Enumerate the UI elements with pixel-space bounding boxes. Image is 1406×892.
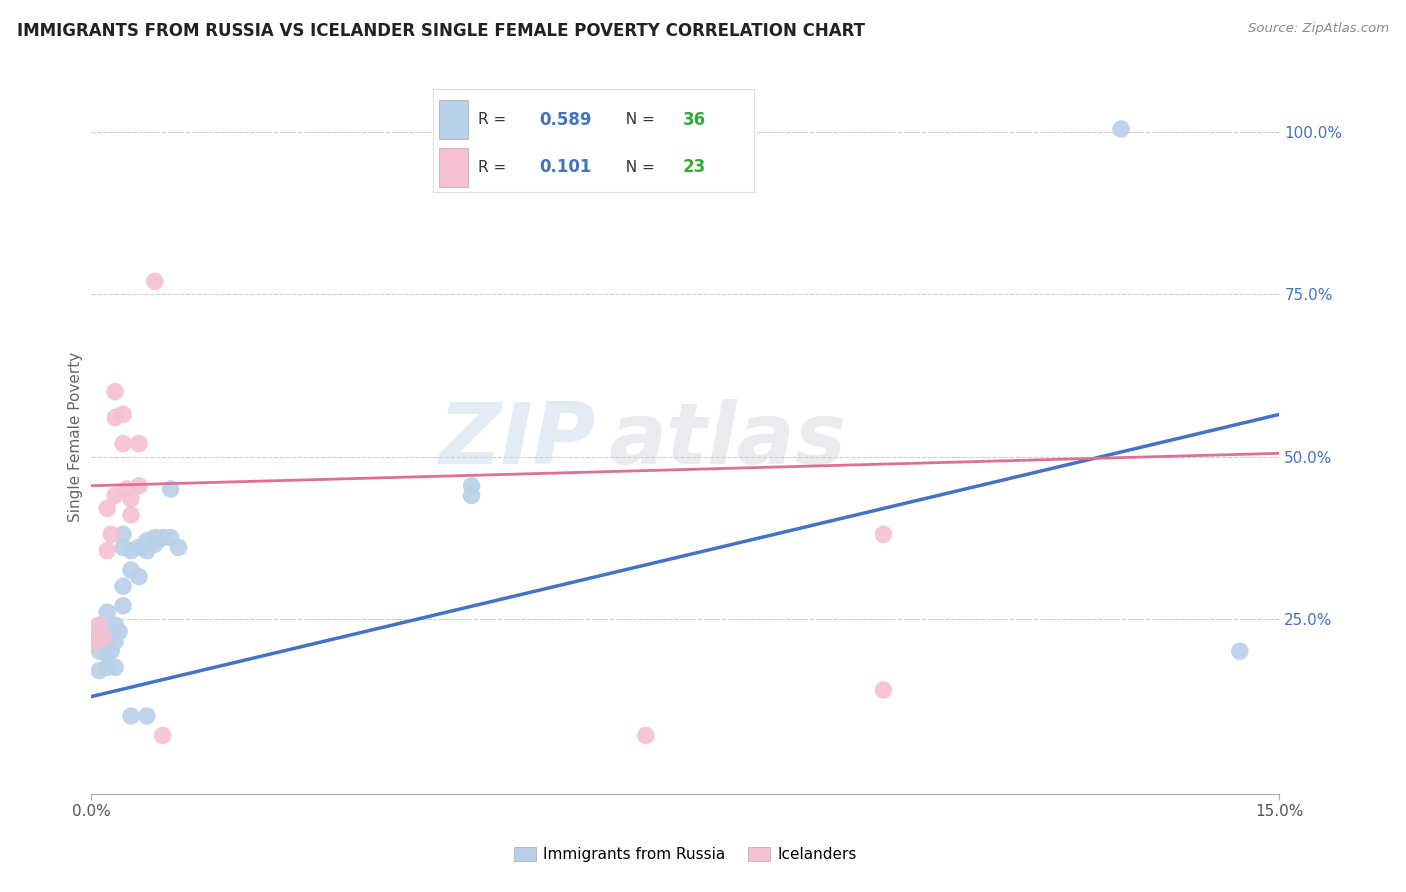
Legend: Immigrants from Russia, Icelanders: Immigrants from Russia, Icelanders bbox=[508, 840, 863, 868]
Point bbox=[460, 479, 482, 493]
Point bbox=[96, 631, 118, 645]
Point bbox=[460, 488, 482, 502]
Point bbox=[115, 482, 138, 496]
Point bbox=[104, 618, 127, 632]
Point bbox=[872, 527, 894, 541]
Point bbox=[872, 683, 894, 698]
Point bbox=[89, 618, 111, 632]
Point bbox=[159, 531, 181, 545]
Point bbox=[89, 644, 111, 658]
Text: ZIP: ZIP bbox=[439, 399, 596, 483]
Point bbox=[91, 638, 114, 652]
Point bbox=[1229, 644, 1251, 658]
Point bbox=[96, 605, 118, 619]
Point bbox=[120, 563, 142, 577]
Point bbox=[96, 660, 118, 674]
Point bbox=[104, 660, 127, 674]
Point bbox=[108, 624, 131, 639]
Point bbox=[112, 599, 135, 613]
Bar bbox=[440, 101, 468, 139]
Point bbox=[634, 729, 657, 743]
Point bbox=[89, 618, 111, 632]
Point bbox=[135, 543, 157, 558]
Point bbox=[143, 531, 166, 545]
Point bbox=[112, 527, 135, 541]
Point bbox=[112, 436, 135, 450]
Point bbox=[120, 508, 142, 522]
Point bbox=[112, 579, 135, 593]
Point bbox=[120, 709, 142, 723]
Text: 23: 23 bbox=[683, 158, 706, 176]
Bar bbox=[440, 148, 468, 186]
Point bbox=[152, 729, 174, 743]
Point bbox=[128, 569, 150, 583]
Point bbox=[444, 148, 467, 162]
Point bbox=[84, 631, 107, 645]
Text: R =: R = bbox=[478, 160, 510, 175]
Y-axis label: Single Female Poverty: Single Female Poverty bbox=[67, 352, 83, 522]
Point bbox=[96, 543, 118, 558]
Point bbox=[112, 408, 135, 422]
Text: N =: N = bbox=[616, 160, 659, 175]
Point bbox=[120, 491, 142, 506]
Text: 0.589: 0.589 bbox=[538, 111, 592, 129]
Point bbox=[128, 436, 150, 450]
Point bbox=[112, 541, 135, 555]
Point bbox=[143, 537, 166, 551]
Point bbox=[84, 634, 107, 648]
Point bbox=[104, 634, 127, 648]
Point bbox=[135, 709, 157, 723]
Point bbox=[120, 543, 142, 558]
Point bbox=[159, 482, 181, 496]
Point bbox=[167, 541, 190, 555]
Point bbox=[579, 148, 602, 162]
Point bbox=[100, 527, 122, 541]
Point bbox=[91, 631, 114, 645]
Point bbox=[89, 664, 111, 678]
Point bbox=[152, 531, 174, 545]
Point bbox=[104, 488, 127, 502]
Text: N =: N = bbox=[616, 112, 659, 128]
Text: atlas: atlas bbox=[609, 399, 846, 483]
Point bbox=[96, 648, 118, 662]
Text: 0.101: 0.101 bbox=[538, 158, 591, 176]
Point bbox=[128, 479, 150, 493]
Point bbox=[104, 384, 127, 399]
Point bbox=[104, 410, 127, 425]
Point bbox=[135, 533, 157, 548]
Point bbox=[100, 644, 122, 658]
Point bbox=[96, 501, 118, 516]
Text: 36: 36 bbox=[683, 111, 706, 129]
Point bbox=[1109, 122, 1132, 136]
Text: R =: R = bbox=[478, 112, 510, 128]
Point bbox=[143, 274, 166, 288]
Text: Source: ZipAtlas.com: Source: ZipAtlas.com bbox=[1249, 22, 1389, 36]
Point bbox=[128, 541, 150, 555]
Text: IMMIGRANTS FROM RUSSIA VS ICELANDER SINGLE FEMALE POVERTY CORRELATION CHART: IMMIGRANTS FROM RUSSIA VS ICELANDER SING… bbox=[17, 22, 865, 40]
